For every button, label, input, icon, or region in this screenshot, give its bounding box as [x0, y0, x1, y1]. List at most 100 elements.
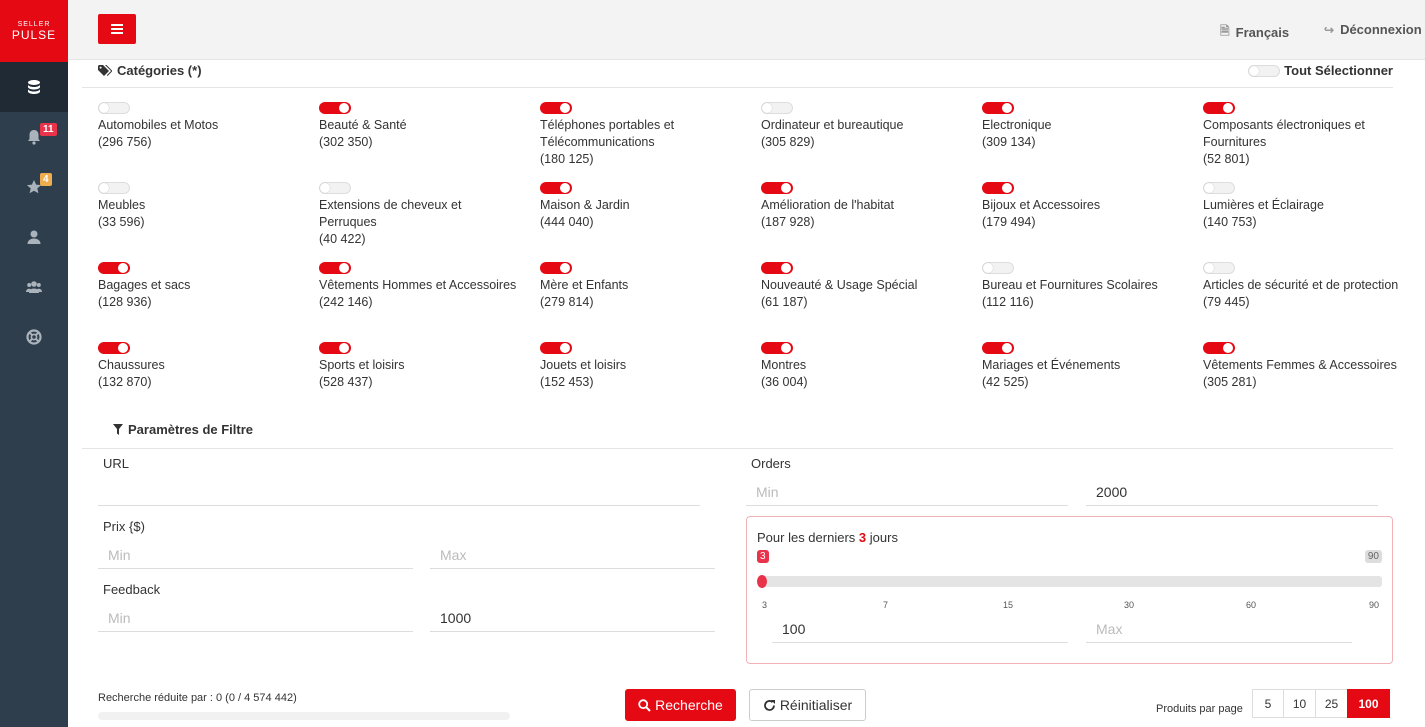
star-icon — [26, 180, 42, 194]
category-toggle[interactable] — [982, 261, 1014, 274]
days-title: Pour les derniers 3 jours — [757, 530, 898, 545]
category-toggle[interactable] — [98, 181, 130, 194]
category-toggle[interactable] — [540, 261, 572, 274]
category-toggle[interactable] — [319, 341, 351, 354]
category-toggle[interactable] — [98, 341, 130, 354]
category-toggle[interactable] — [982, 181, 1014, 194]
slider-tick: 7 — [883, 600, 889, 610]
category-count: (302 350) — [319, 135, 373, 149]
sidebar-item-team[interactable] — [0, 262, 68, 312]
url-input[interactable] — [98, 478, 700, 506]
category-item: Téléphones portables et Télécommunicatio… — [540, 100, 761, 180]
days-prefix: Pour les derniers — [757, 530, 856, 545]
menu-toggle-button[interactable] — [98, 14, 136, 44]
search-icon — [638, 698, 651, 712]
days-range-panel: Pour les derniers 3 jours 3 90 3 7 15 30… — [746, 516, 1393, 664]
sidebar-item-database[interactable] — [0, 62, 68, 112]
per-page-selector: 5 10 25 100 — [1252, 689, 1390, 718]
sidebar-item-notifications[interactable]: 11 — [0, 112, 68, 162]
slider-tick: 3 — [762, 600, 768, 610]
price-max-input[interactable] — [430, 541, 715, 569]
category-toggle[interactable] — [98, 101, 130, 114]
category-toggle[interactable] — [761, 261, 793, 274]
slider-value-bubble: 3 — [757, 550, 769, 563]
search-button[interactable]: Recherche — [625, 689, 736, 721]
reduction-progress-bar — [98, 712, 510, 720]
orders-max-input[interactable] — [1086, 478, 1378, 506]
category-name: Meubles — [98, 198, 146, 212]
category-name: Articles de sécurité et de protection — [1203, 278, 1399, 292]
favorites-badge: 4 — [40, 173, 52, 186]
price-label: Prix {$) — [103, 519, 145, 534]
search-reduced-text: Recherche réduite par : 0 (0 / 4 574 442… — [98, 692, 297, 704]
sidebar-item-favorites[interactable]: 4 — [0, 162, 68, 212]
logo-line2: PULSE — [11, 27, 57, 42]
select-all-toggle[interactable]: Tout Sélectionner — [1248, 63, 1393, 78]
category-toggle[interactable] — [761, 181, 793, 194]
url-label: URL — [103, 456, 130, 471]
category-name: Téléphones portables et Télécommunicatio… — [540, 118, 675, 149]
price-min-input[interactable] — [98, 541, 413, 569]
category-toggle[interactable] — [540, 101, 572, 114]
category-item: Vêtements Femmes & Accessoires (305 281) — [1203, 340, 1424, 420]
category-name: Bureau et Fournitures Scolaires — [982, 278, 1158, 292]
filter-title: Paramètres de Filtre — [128, 422, 254, 437]
category-item: Maison & Jardin (444 040) — [540, 180, 761, 260]
category-toggle[interactable] — [319, 261, 351, 274]
categories-title: Catégories (*) — [117, 63, 202, 78]
category-toggle[interactable] — [982, 101, 1014, 114]
orders-label: Orders — [751, 456, 791, 471]
per-page-100[interactable]: 100 — [1347, 689, 1390, 718]
logo[interactable]: SELLER PULSE — [0, 0, 68, 62]
lifebuoy-icon — [26, 329, 42, 345]
days-min-input[interactable] — [772, 615, 1068, 643]
category-toggle[interactable] — [1203, 101, 1235, 114]
category-toggle[interactable] — [1203, 181, 1235, 194]
category-name: Amélioration de l'habitat — [761, 198, 895, 212]
category-toggle[interactable] — [761, 341, 793, 354]
category-toggle[interactable] — [982, 341, 1014, 354]
orders-min-input[interactable] — [746, 478, 1068, 506]
category-name: Electronique — [982, 118, 1052, 132]
category-toggle[interactable] — [540, 181, 572, 194]
category-toggle[interactable] — [1203, 261, 1235, 274]
feedback-max-input[interactable] — [430, 604, 715, 632]
days-suffix: jours — [869, 530, 898, 545]
sidebar-item-support[interactable] — [0, 312, 68, 362]
sidebar-item-profile[interactable] — [0, 212, 68, 262]
category-name: Mère et Enfants — [540, 278, 629, 292]
reset-button[interactable]: Réinitialiser — [749, 689, 866, 721]
days-slider-handle[interactable] — [757, 575, 767, 588]
days-max-input[interactable] — [1086, 615, 1352, 643]
select-all-label: Tout Sélectionner — [1284, 63, 1393, 78]
category-item: Meubles (33 596) — [98, 180, 319, 260]
select-all-switch[interactable] — [1248, 64, 1281, 77]
user-icon — [27, 230, 41, 244]
per-page-5[interactable]: 5 — [1252, 689, 1284, 718]
filter-icon — [113, 424, 123, 435]
logout-link[interactable]: ↪ Déconnexion — [1324, 22, 1422, 37]
category-item: Articles de sécurité et de protection (79… — [1203, 260, 1424, 340]
category-toggle[interactable] — [319, 181, 351, 194]
category-toggle[interactable] — [761, 101, 793, 114]
category-toggle[interactable] — [1203, 341, 1235, 354]
bell-icon — [28, 130, 40, 145]
days-slider-track[interactable] — [759, 576, 1382, 587]
category-count: (42 525) — [982, 375, 1029, 389]
language-selector[interactable]: 🗎 Français — [1220, 22, 1289, 43]
divider — [82, 448, 1393, 449]
category-count: (152 453) — [540, 375, 594, 389]
category-item: Beauté & Santé (302 350) — [319, 100, 540, 180]
category-count: (36 004) — [761, 375, 808, 389]
category-toggle[interactable] — [98, 261, 130, 274]
feedback-min-input[interactable] — [98, 604, 413, 632]
category-item: Automobiles et Motos (296 756) — [98, 100, 319, 180]
per-page-10[interactable]: 10 — [1283, 689, 1316, 718]
logout-label: Déconnexion — [1340, 22, 1422, 37]
category-toggle[interactable] — [540, 341, 572, 354]
slider-tick: 90 — [1369, 600, 1380, 610]
category-toggle[interactable] — [319, 101, 351, 114]
category-count: (33 596) — [98, 215, 145, 229]
per-page-25[interactable]: 25 — [1315, 689, 1348, 718]
category-count: (128 936) — [98, 295, 152, 309]
